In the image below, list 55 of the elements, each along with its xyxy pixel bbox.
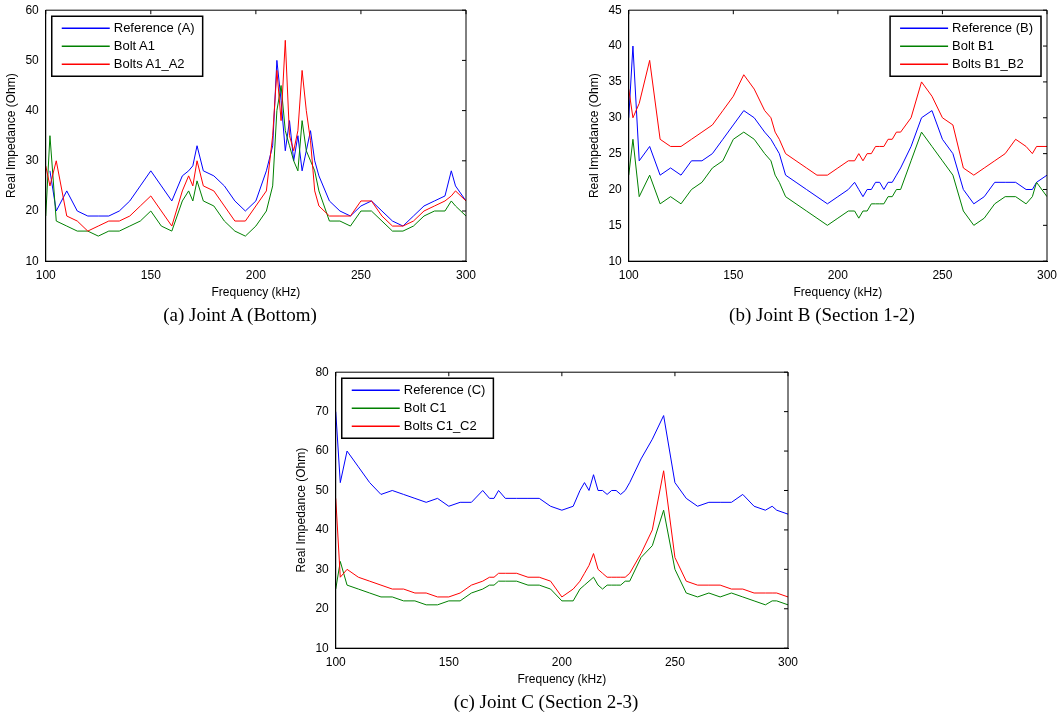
y-tick-label: 30: [25, 153, 40, 168]
y-tick-label: 10: [608, 253, 623, 268]
y-tick-label: 40: [315, 522, 330, 537]
y-tick-label: 50: [25, 52, 40, 67]
x-tick-label: 300: [1036, 267, 1058, 282]
y-tick-label: 30: [315, 561, 330, 576]
x-tick-label: 100: [618, 267, 640, 282]
x-tick-label: 300: [455, 267, 477, 282]
x-tick-label: 200: [551, 654, 573, 669]
legend-label: Bolts B1_B2: [952, 55, 1024, 71]
y-tick-label: 20: [315, 601, 330, 616]
y-tick-label: 60: [25, 2, 40, 17]
x-tick-label: 300: [777, 654, 799, 669]
x-tick-label: 200: [245, 267, 267, 282]
legend-label: Reference (C): [403, 381, 486, 397]
x-axis-title: Frequency (kHz): [211, 285, 301, 300]
y-tick-label: 30: [608, 110, 623, 125]
y-tick-label: 70: [315, 403, 330, 418]
y-tick-label: 45: [608, 2, 623, 17]
x-tick-label: 100: [325, 654, 347, 669]
y-tick-label: 60: [315, 443, 330, 458]
y-tick-label: 20: [25, 203, 40, 218]
y-axis-title: Real Impedance (Ohm): [293, 447, 308, 573]
x-tick-label: 150: [140, 267, 162, 282]
x-axis-title: Frequency (kHz): [793, 285, 883, 300]
text: (c) Joint C (Section 2-3): [452, 691, 640, 713]
y-tick-label: 50: [315, 482, 330, 497]
y-tick-label: 40: [25, 102, 40, 117]
legend-label: Reference (B): [952, 19, 1033, 35]
legend-label: Bolt B1: [952, 37, 994, 53]
x-tick-label: 250: [932, 267, 953, 282]
x-tick-label: 150: [438, 654, 460, 669]
legend-label: Bolts C1_C2: [403, 417, 477, 433]
legend-label: Bolt A1: [113, 37, 155, 53]
y-tick-label: 10: [25, 253, 40, 268]
y-axis-title: Real Impedance (Ohm): [3, 73, 18, 199]
y-axis-title: Real Impedance (Ohm): [586, 73, 601, 199]
x-tick-label: 200: [827, 267, 849, 282]
y-tick-label: 25: [608, 145, 623, 160]
legend-label: Bolts A1_A2: [113, 55, 185, 71]
legend-label: Reference (A): [113, 19, 195, 35]
x-tick-label: 250: [350, 267, 372, 282]
y-tick-label: 15: [608, 217, 623, 232]
x-tick-label: 100: [35, 267, 57, 282]
x-tick-label: 150: [723, 267, 744, 282]
legend-label: Bolt C1: [403, 399, 447, 415]
y-tick-label: 80: [315, 364, 330, 379]
y-tick-label: 40: [608, 38, 623, 53]
y-tick-label: 10: [315, 640, 330, 655]
x-axis-title: Frequency (kHz): [517, 672, 607, 687]
y-tick-label: 20: [608, 181, 623, 196]
text: (b) Joint B (Section 1-2): [728, 304, 916, 326]
text: (a) Joint A (Bottom): [162, 304, 318, 326]
y-tick-label: 35: [608, 74, 623, 89]
x-tick-label: 250: [664, 654, 686, 669]
